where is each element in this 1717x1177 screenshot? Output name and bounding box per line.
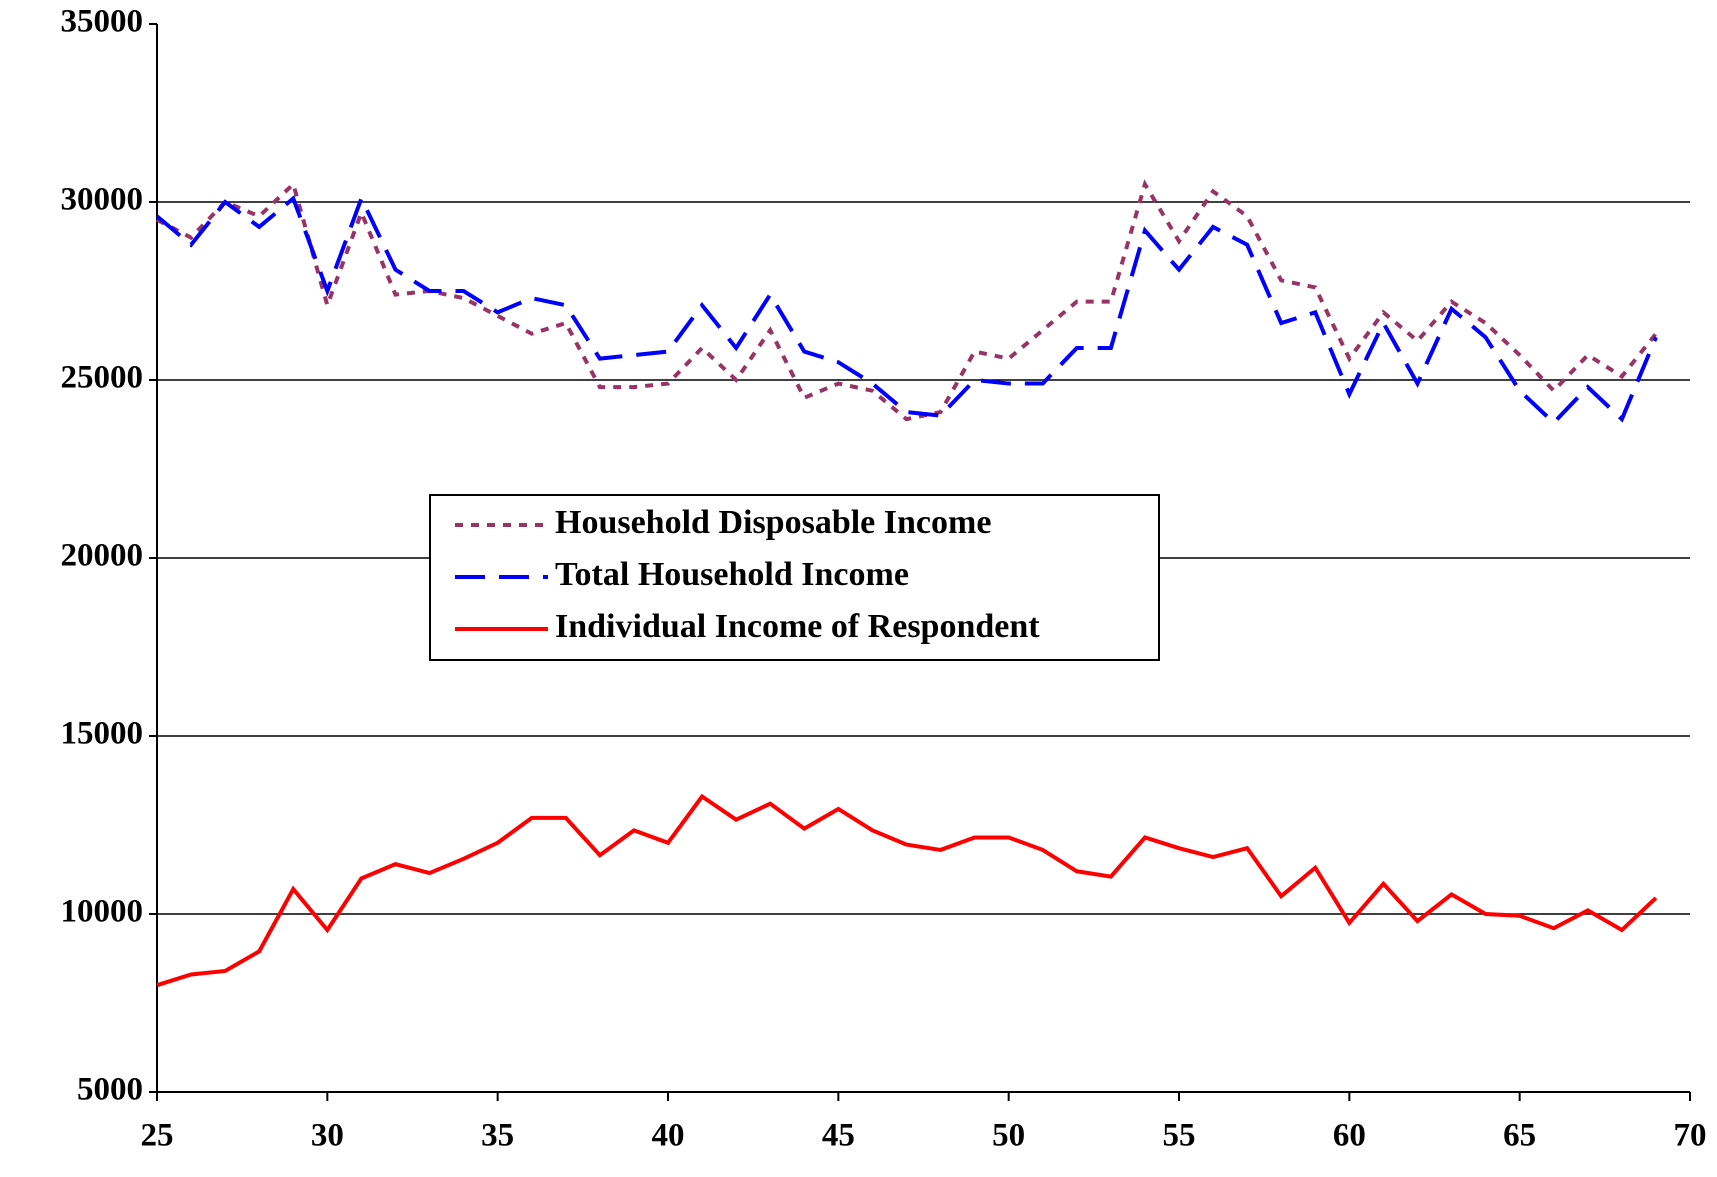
legend-label: Household Disposable Income: [555, 504, 991, 541]
series-line: [156, 179, 1658, 422]
y-tick-label: 30000: [61, 182, 144, 218]
x-tick-label: 25: [141, 1118, 174, 1154]
y-tick-label: 35000: [61, 4, 144, 40]
x-tick-label: 45: [822, 1118, 855, 1154]
x-tick-label: 60: [1333, 1118, 1366, 1154]
x-tick-label: 55: [1163, 1118, 1196, 1154]
y-tick-label: 25000: [61, 360, 144, 396]
y-tick-label: 20000: [61, 538, 144, 574]
legend-box: [429, 494, 1160, 661]
y-tick-label: 10000: [61, 894, 144, 930]
legend-label: Total Household Income: [555, 556, 909, 593]
x-tick-label: 35: [481, 1118, 514, 1154]
legend-label: Individual Income of Respondent: [555, 608, 1040, 645]
series-line: [156, 793, 1658, 988]
x-tick-label: 50: [992, 1118, 1025, 1154]
y-tick-label: 5000: [77, 1072, 143, 1108]
x-tick-label: 40: [652, 1118, 685, 1154]
x-tick-label: 65: [1503, 1118, 1536, 1154]
y-tick-label: 15000: [61, 716, 144, 752]
x-tick-label: 30: [311, 1118, 344, 1154]
series-line: [155, 193, 1658, 426]
legend: Household Disposable Income Total Househo…: [429, 494, 1160, 661]
x-tick-label: 70: [1674, 1118, 1707, 1154]
